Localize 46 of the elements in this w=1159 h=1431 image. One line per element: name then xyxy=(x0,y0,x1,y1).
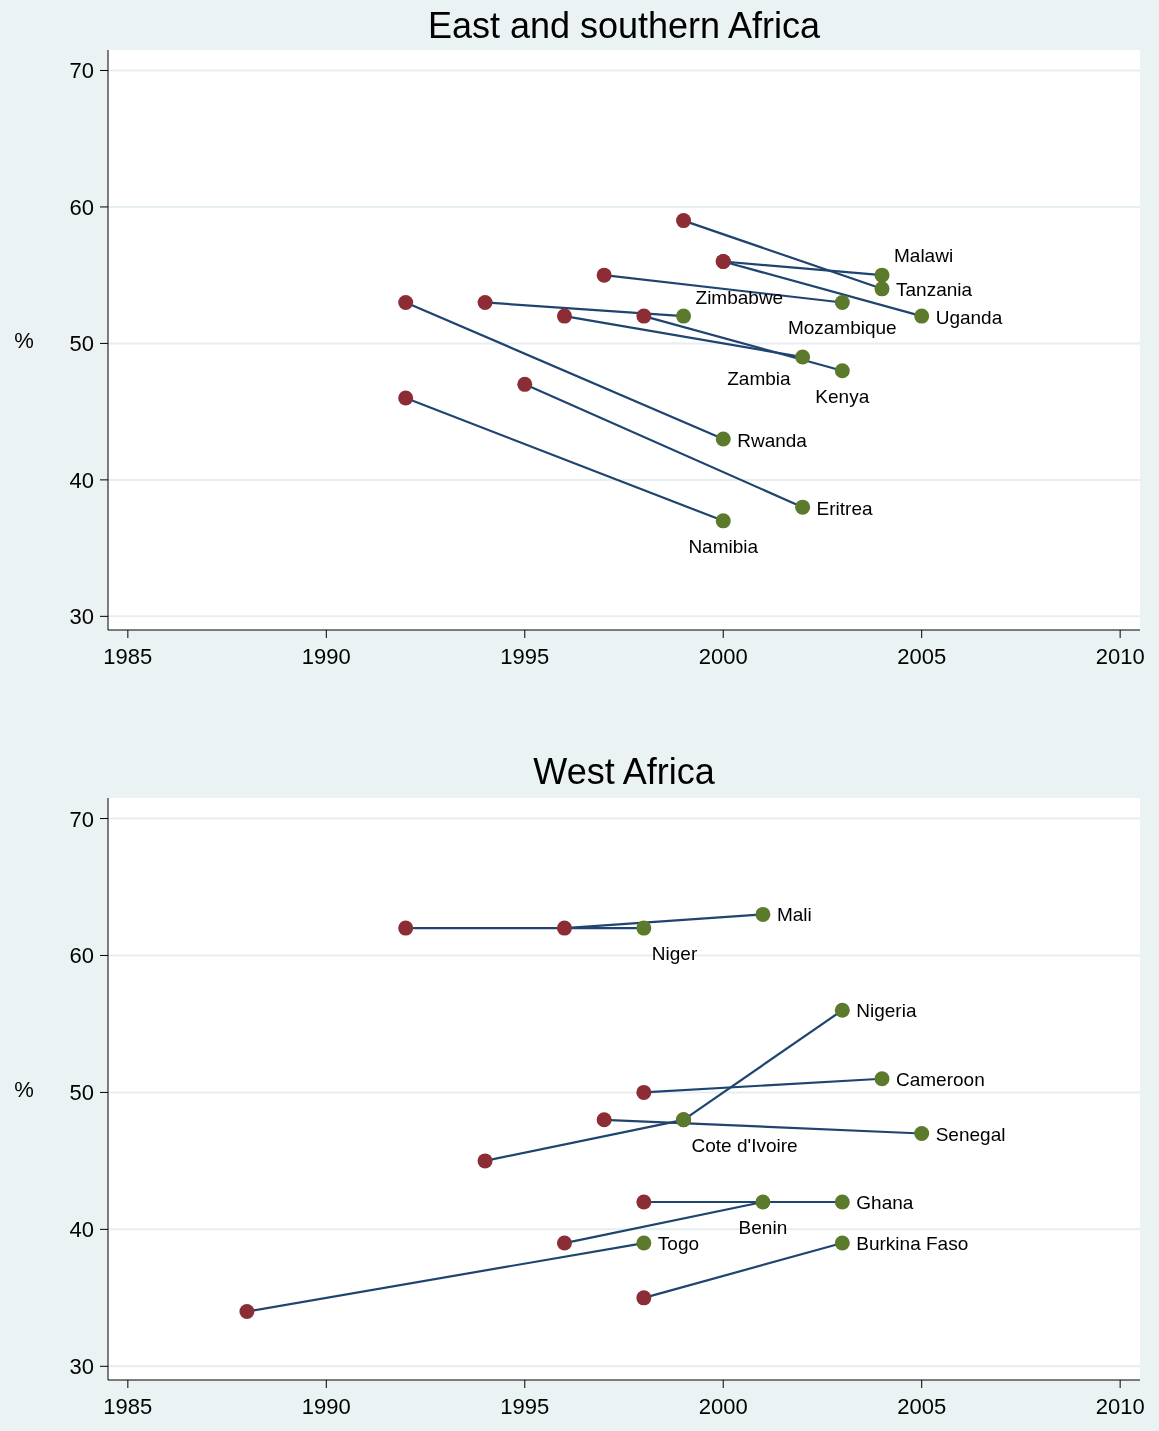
y-axis-title: % xyxy=(14,328,34,353)
series-label: Kenya xyxy=(815,385,870,407)
series-label: Cameroon xyxy=(896,1068,985,1090)
y-tick-label: 50 xyxy=(69,331,94,357)
series-label: Senegal xyxy=(935,1123,1006,1145)
series-label: Niger xyxy=(651,943,698,965)
series-label: Zimbabwe xyxy=(695,287,784,309)
series-label: Malawi xyxy=(894,245,954,267)
y-tick-label: 70 xyxy=(69,806,94,832)
y-tick-label: 60 xyxy=(69,194,94,220)
x-tick-label: 2005 xyxy=(897,644,947,669)
x-tick-label: 1995 xyxy=(500,1394,550,1419)
series-label: Uganda xyxy=(935,307,1003,329)
x-tick-label: 1985 xyxy=(103,644,153,669)
series-label: Benin xyxy=(738,1216,788,1238)
y-tick-label: 30 xyxy=(69,1354,94,1380)
chart-title: East and southern Africa xyxy=(427,5,822,46)
y-tick-label: 30 xyxy=(69,604,94,630)
series-label: Tanzania xyxy=(896,278,973,300)
series-label: Ghana xyxy=(856,1191,914,1213)
series-label: Rwanda xyxy=(737,429,808,451)
x-tick-label: 2010 xyxy=(1095,644,1145,669)
series-label: Cote d'Ivoire xyxy=(691,1134,798,1156)
x-tick-label: 2000 xyxy=(698,1394,748,1419)
y-tick-label: 70 xyxy=(69,58,94,84)
series-label: Mali xyxy=(776,904,812,926)
series-label: Eritrea xyxy=(816,498,874,520)
series-label: Namibia xyxy=(688,535,759,557)
series-label: Mozambique xyxy=(787,317,897,339)
series-label: Togo xyxy=(657,1233,700,1255)
x-tick-label: 2005 xyxy=(897,1394,947,1419)
x-tick-label: 2000 xyxy=(698,644,748,669)
y-tick-label: 50 xyxy=(69,1080,94,1106)
series-label: Nigeria xyxy=(856,1000,917,1022)
y-axis-title: % xyxy=(14,1077,34,1102)
x-tick-label: 1990 xyxy=(301,644,351,669)
series-label: Zambia xyxy=(727,368,792,390)
y-tick-label: 60 xyxy=(69,943,94,969)
x-tick-label: 1995 xyxy=(500,644,550,669)
x-tick-label: 2010 xyxy=(1095,1394,1145,1419)
y-tick-label: 40 xyxy=(69,1217,94,1243)
series-label: Burkina Faso xyxy=(856,1233,969,1255)
x-tick-label: 1990 xyxy=(301,1394,351,1419)
y-tick-label: 40 xyxy=(69,467,94,493)
x-tick-label: 1985 xyxy=(103,1394,153,1419)
chart-title: West Africa xyxy=(533,751,716,792)
